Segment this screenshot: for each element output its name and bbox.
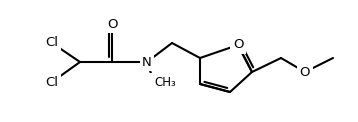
Text: N: N xyxy=(142,56,152,68)
Text: Cl: Cl xyxy=(45,36,58,50)
Text: O: O xyxy=(107,17,117,30)
Text: O: O xyxy=(300,66,310,78)
Text: CH₃: CH₃ xyxy=(154,76,176,88)
Text: Cl: Cl xyxy=(45,76,58,88)
Text: O: O xyxy=(300,66,310,78)
Text: O: O xyxy=(233,39,243,51)
